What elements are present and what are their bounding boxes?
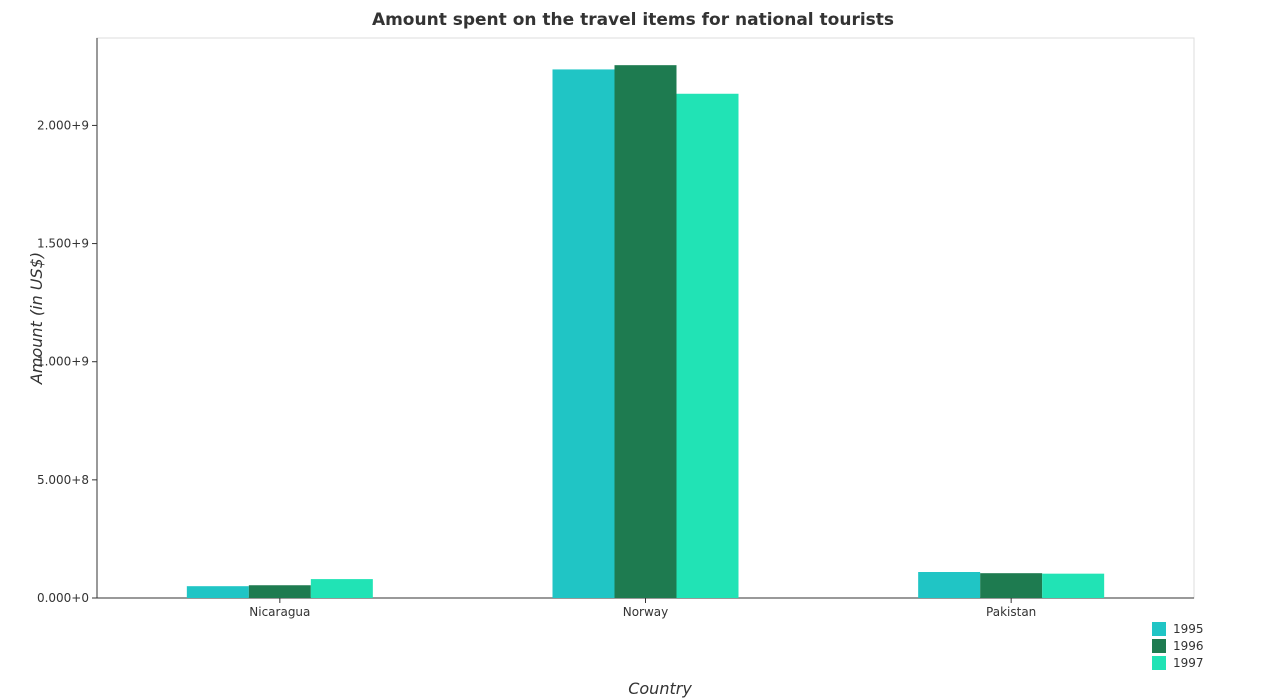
legend-swatch-1995 [1152,622,1166,636]
bar-1997-norway [676,93,739,599]
bar-1996-pakistan [980,573,1043,598]
legend-swatch-1997 [1152,656,1166,670]
x-tick-label: Norway [623,605,669,619]
bar-1995-norway [552,69,615,599]
bar-1996-nicaragua [248,585,311,598]
chart-title: Amount spent on the travel items for nat… [372,10,894,30]
legend-swatch-1996 [1152,639,1166,653]
bar-1996-norway [614,65,677,599]
y-axis-label: Amount (in US$) [27,252,46,385]
y-tick-label: 1.000+9 [37,355,89,369]
x-tick-label: Pakistan [986,605,1036,619]
bars [186,65,1105,599]
legend-label-1997: 1997 [1173,656,1204,670]
y-axis: 0.000+0 5.000+8 1.000+9 1.500+9 2.000+9 [37,38,98,605]
bar-1995-nicaragua [186,586,249,598]
bar-1997-pakistan [1042,573,1105,598]
legend: 1995 1996 1997 [1152,622,1204,670]
x-axis-label: Country [628,679,692,698]
bar-1997-nicaragua [310,579,373,598]
y-tick-label: 1.500+9 [37,237,89,251]
x-axis: Nicaragua Norway Pakistan [97,597,1194,619]
y-tick-label: 0.000+0 [37,591,89,605]
legend-label-1995: 1995 [1173,622,1204,636]
legend-label-1996: 1996 [1173,639,1204,653]
y-tick-label: 2.000+9 [37,118,89,132]
bar-1995-pakistan [918,572,981,598]
x-tick-label: Nicaragua [249,605,310,619]
y-tick-label: 5.000+8 [37,473,89,487]
